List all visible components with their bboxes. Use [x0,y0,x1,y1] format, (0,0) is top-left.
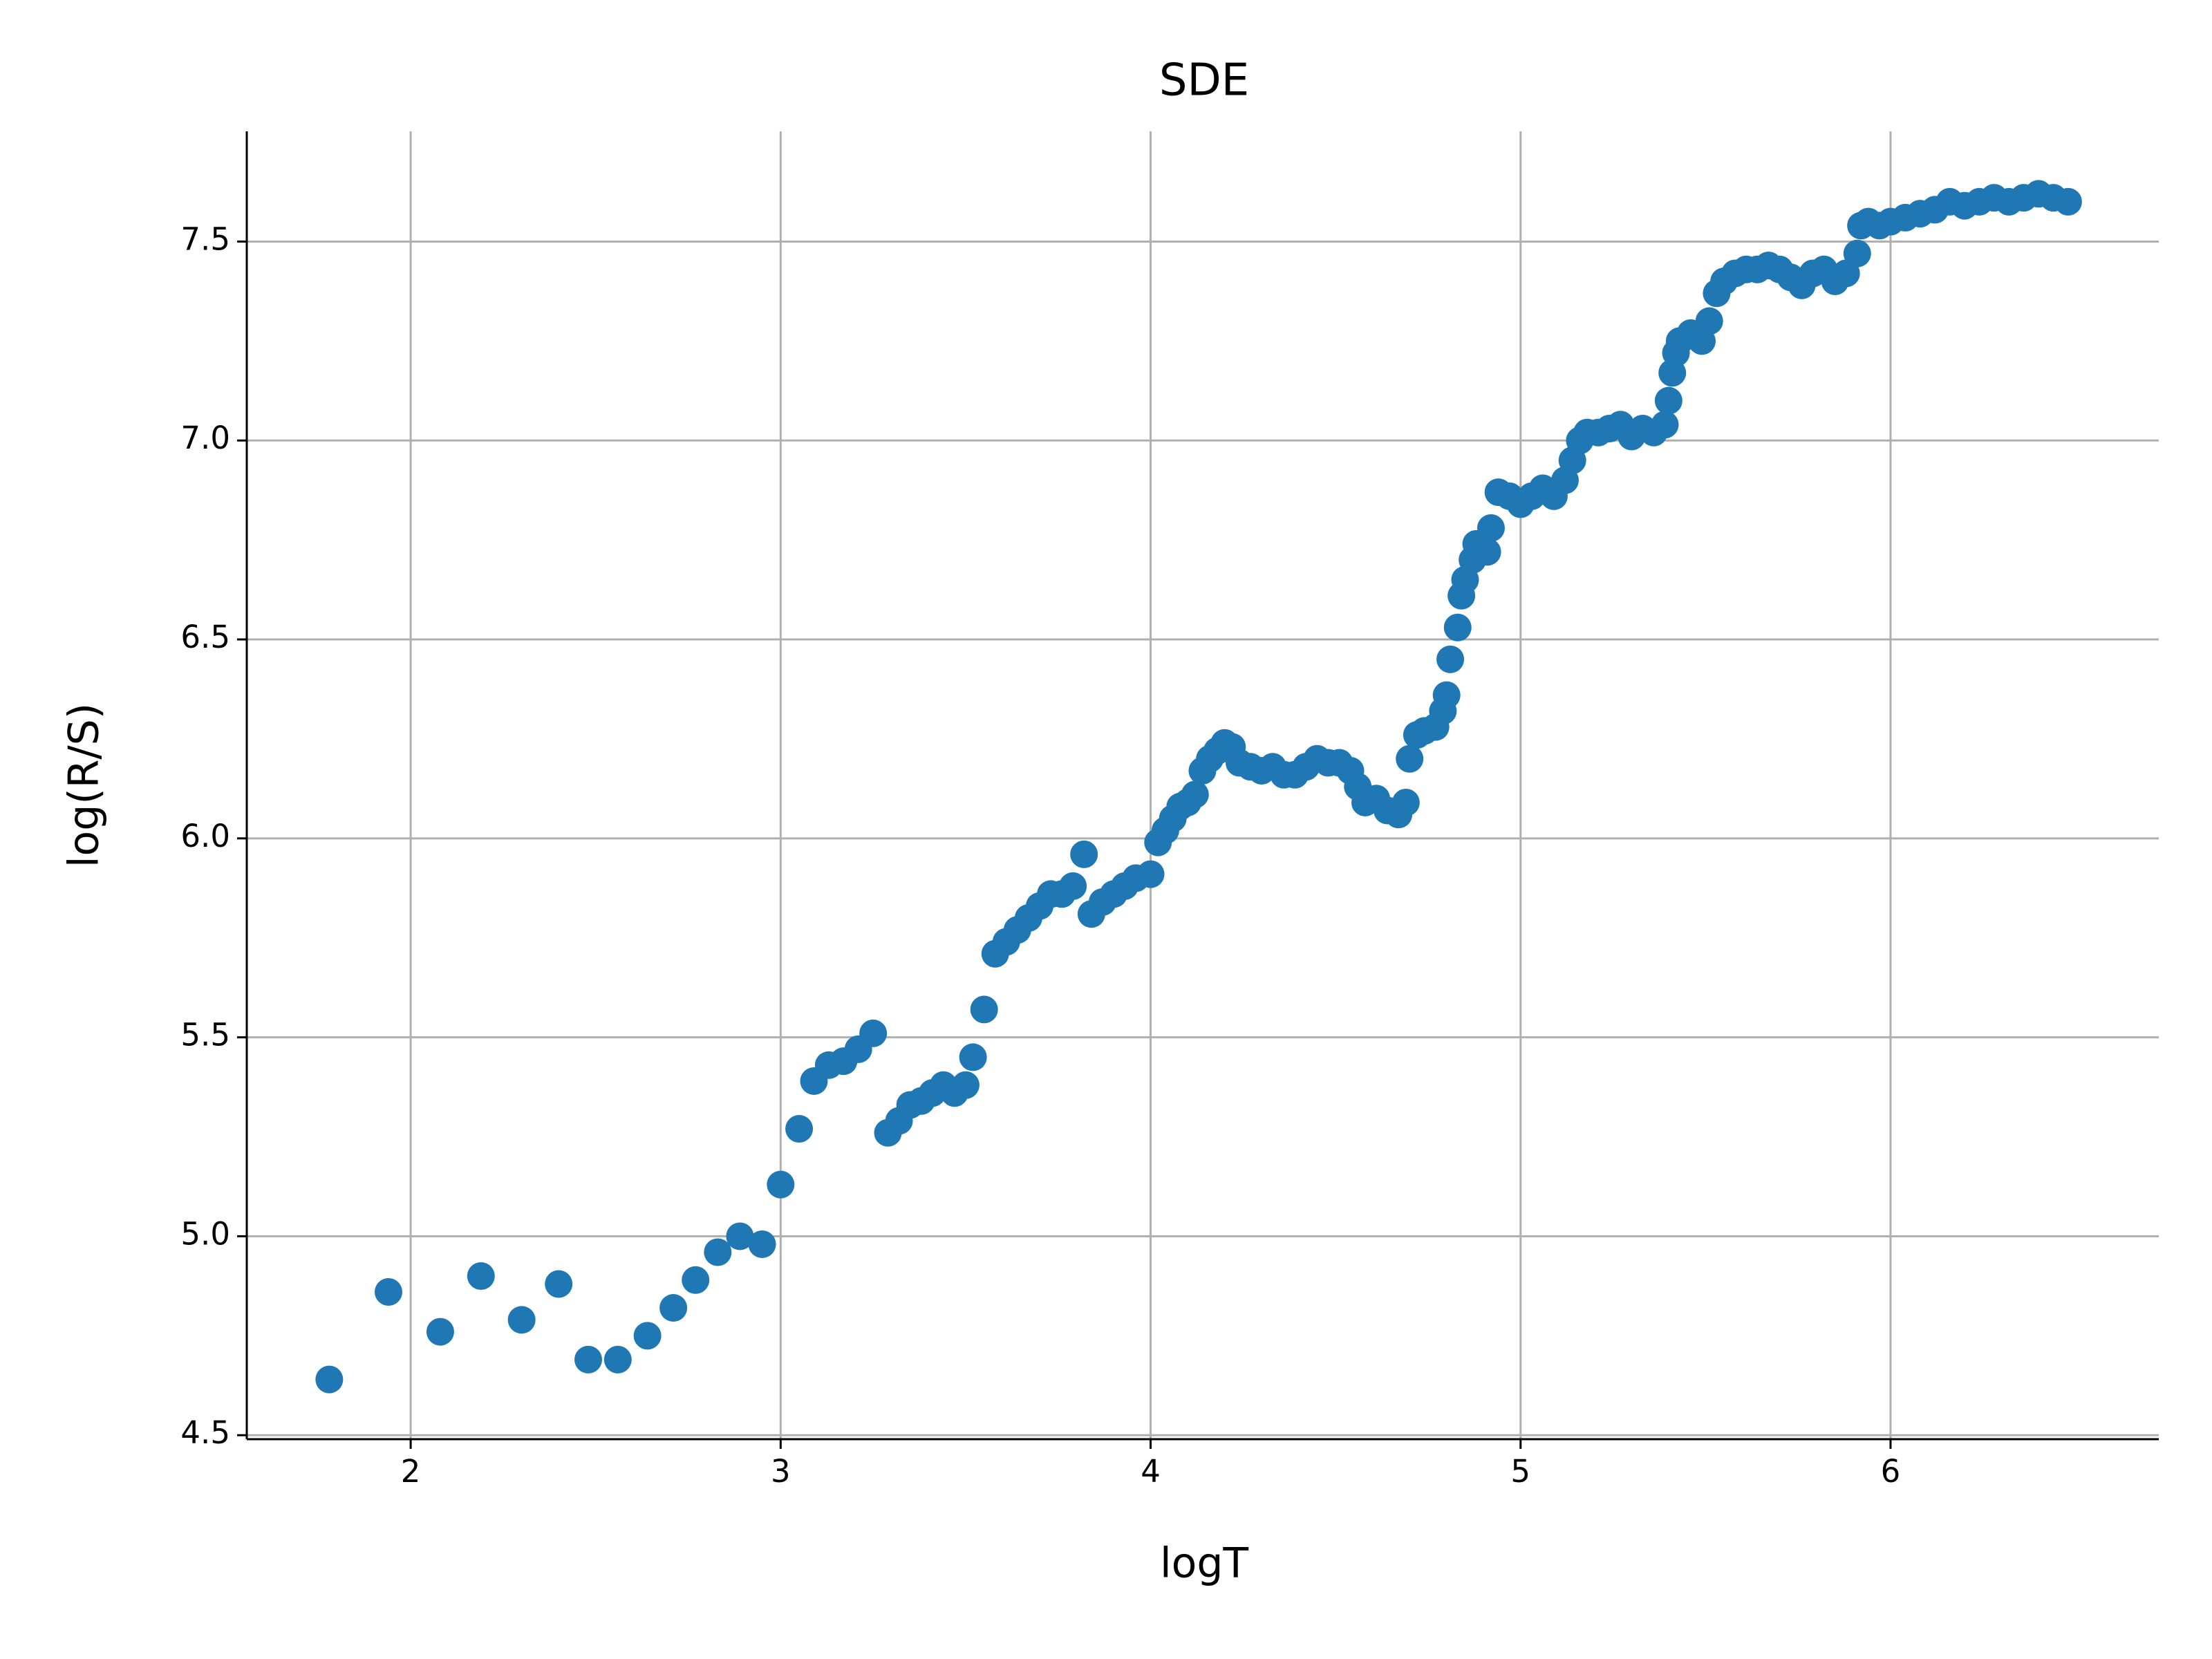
y-tick-label: 6.5 [180,619,230,655]
point [1181,780,1209,809]
x-tick-label: 6 [1881,1453,1901,1490]
chart-title: SDE [1159,55,1249,106]
x-tick-label: 3 [771,1453,791,1490]
point [704,1238,732,1266]
point [507,1306,536,1334]
point [726,1222,754,1250]
x-axis-label: logT [1160,1539,1248,1588]
point [970,995,998,1024]
point [603,1345,632,1374]
point [2054,187,2082,216]
point [1654,386,1683,415]
y-tick-label: 7.0 [180,420,230,456]
point [682,1266,710,1294]
x-tick-label: 4 [1141,1453,1161,1490]
point [1436,645,1465,673]
y-tick-label: 4.5 [180,1414,230,1451]
point [1059,872,1087,900]
point [659,1294,688,1322]
point [1432,681,1461,709]
y-tick-label: 5.5 [180,1017,230,1053]
point [315,1365,344,1394]
point [545,1270,573,1298]
point [1391,789,1420,817]
point [959,1043,987,1071]
point [467,1262,495,1291]
y-tick-label: 7.5 [180,221,230,257]
point [767,1170,795,1199]
y-tick-label: 5.0 [180,1215,230,1252]
point [1473,538,1501,566]
point [859,1019,888,1047]
point [1651,411,1679,439]
point [426,1318,454,1346]
point [951,1071,980,1099]
point [748,1230,776,1258]
y-axis-label: log(R/S) [60,703,109,868]
point [785,1115,814,1143]
point [574,1345,603,1374]
point [1695,307,1723,335]
point [633,1322,662,1350]
point [1443,613,1472,641]
y-tick-label: 6.0 [180,818,230,854]
point [374,1278,402,1306]
point [1477,514,1505,542]
point [1136,860,1165,888]
point [1843,239,1871,268]
point [1396,744,1424,773]
point [1070,840,1098,868]
x-tick-label: 2 [401,1453,421,1490]
x-tick-label: 5 [1510,1453,1530,1490]
